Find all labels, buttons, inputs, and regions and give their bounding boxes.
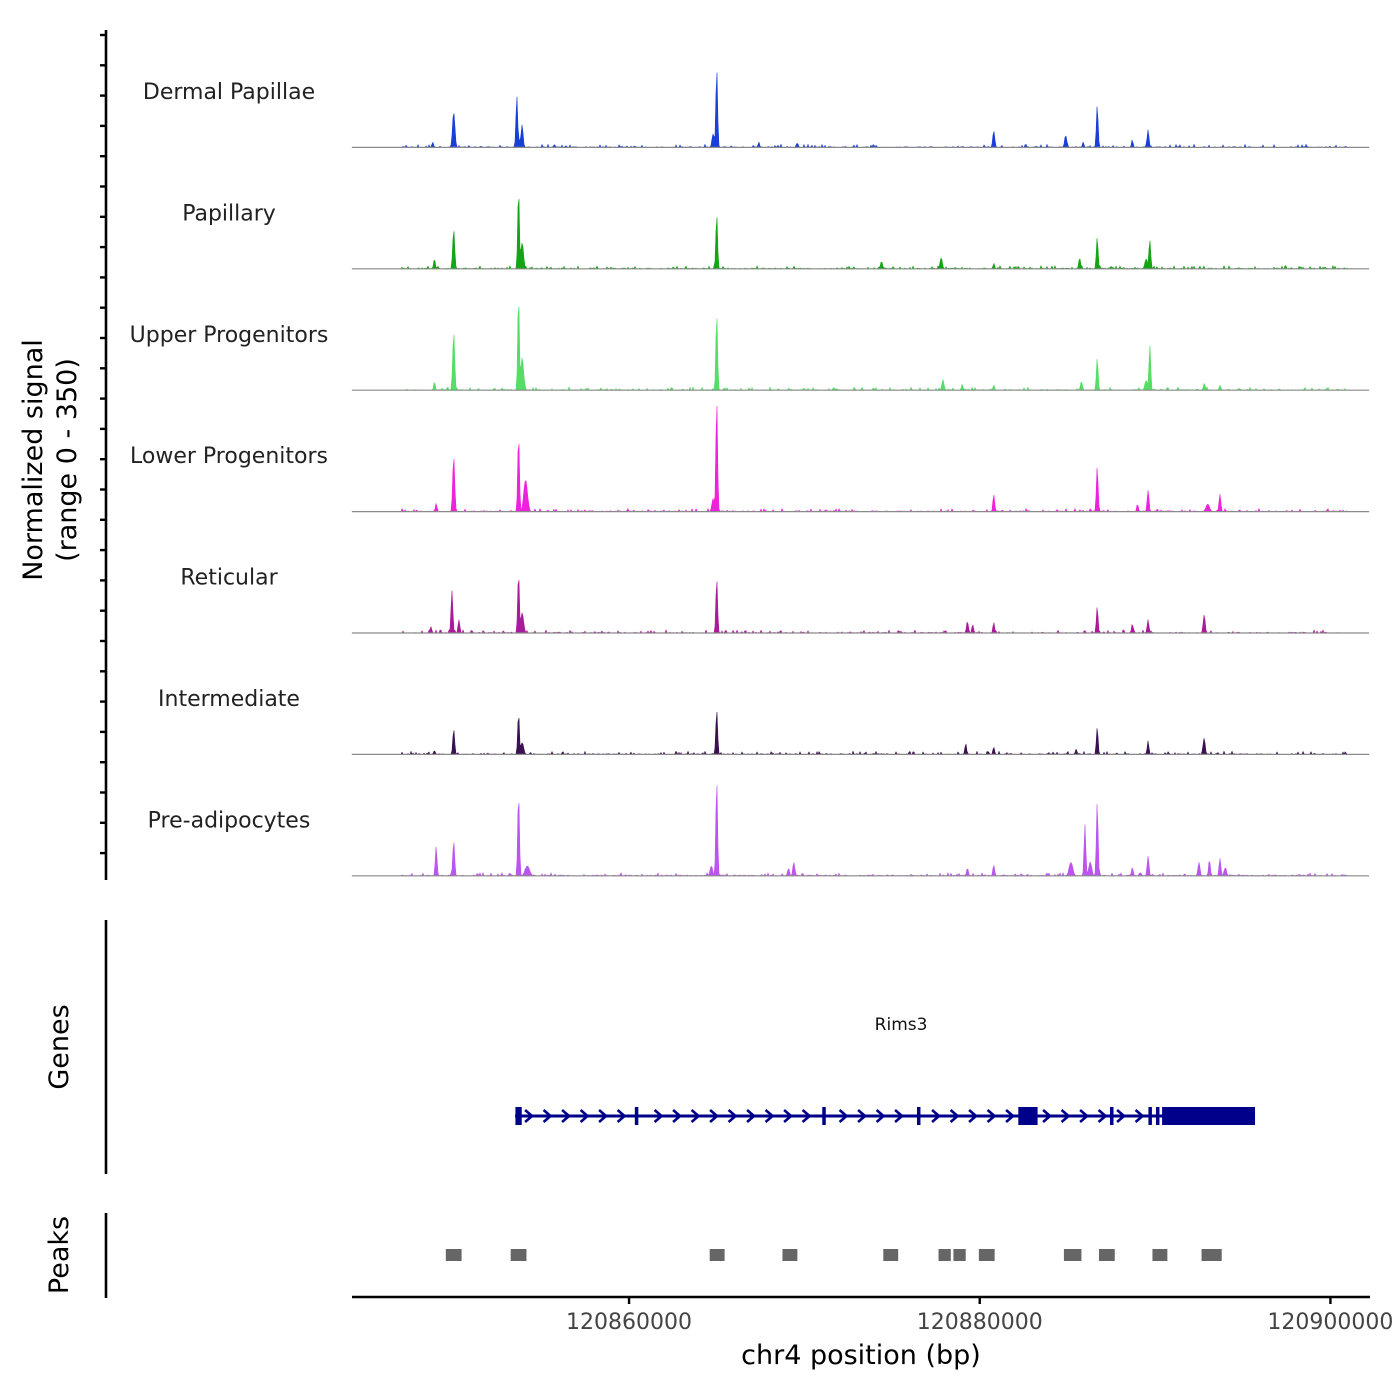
peaks-panel: Peaks (44, 1213, 1222, 1298)
peak-region (938, 1249, 951, 1261)
exon (1018, 1107, 1038, 1125)
x-axis-ticks: 120860000 120880000 120900000 (566, 1297, 1393, 1335)
exon (1155, 1107, 1160, 1125)
strand-arrow (727, 1109, 738, 1123)
x-axis-title: chr4 position (bp) (741, 1340, 981, 1371)
strand-arrow (653, 1109, 664, 1123)
y-axis-title-line: (range 0 - 350) (52, 358, 83, 562)
peak-region (978, 1249, 995, 1261)
track-lower-progenitors: Lower Progenitors (130, 405, 1370, 513)
track-label: Reticular (180, 566, 278, 591)
strand-arrow (1079, 1109, 1090, 1123)
peak-region (953, 1249, 966, 1261)
strand-arrow (542, 1109, 553, 1123)
track-upper-progenitors: Upper Progenitors (130, 306, 1370, 391)
strand-arrow (783, 1109, 794, 1123)
strand-arrow (949, 1109, 960, 1123)
gene-models: Rims3 (515, 1015, 1256, 1125)
coverage-tracks: Dermal Papillae Papillary Upper Progenitor… (130, 72, 1370, 877)
peak-region (1152, 1249, 1168, 1261)
genes-panel: Genes Rims3 (44, 920, 1256, 1174)
coverage-y-axis-title: Normalized signal (range 0 - 350) (18, 339, 83, 581)
track-label: Pre-adipocytes (148, 808, 311, 833)
strand-arrow (1005, 1109, 1016, 1123)
strand-arrow (838, 1109, 849, 1123)
exon (1148, 1107, 1152, 1125)
exon (634, 1107, 639, 1125)
track-papillary: Papillary (182, 198, 1370, 270)
strand-arrow (764, 1109, 775, 1123)
strand-arrow (1060, 1109, 1071, 1123)
strand-arrow (709, 1109, 720, 1123)
x-tick-label: 120860000 (566, 1310, 692, 1335)
track-intermediate: Intermediate (158, 687, 1370, 756)
x-tick-label: 120900000 (1267, 1310, 1393, 1335)
strand-arrow (524, 1109, 535, 1123)
strand-arrow (968, 1109, 979, 1123)
gene-model-rims3: Rims3 (515, 1015, 1256, 1125)
strand-arrow (1042, 1109, 1053, 1123)
strand-arrow (986, 1109, 997, 1123)
peak-region (1098, 1249, 1115, 1261)
track-pre-adipocytes: Pre-adipocytes (148, 785, 1370, 877)
peak-regions (445, 1249, 1222, 1261)
x-axis: 120860000 120880000 120900000 chr4 positio… (352, 1295, 1393, 1371)
strand-arrow (579, 1109, 590, 1123)
strand-arrow (894, 1109, 905, 1123)
strand-arrow (875, 1109, 886, 1123)
coverage-y-axis (100, 30, 108, 880)
peak-region (782, 1249, 798, 1261)
exon (1110, 1107, 1114, 1125)
track-label: Intermediate (158, 687, 300, 712)
track-label: Dermal Papillae (143, 80, 315, 105)
strand-arrow (1097, 1109, 1108, 1123)
strand-arrow (672, 1109, 683, 1123)
strand-arrow (857, 1109, 868, 1123)
track-reticular: Reticular (180, 566, 1370, 634)
strand-arrow (690, 1109, 701, 1123)
peak-region (1201, 1249, 1222, 1261)
exon (515, 1107, 522, 1125)
peak-region (1063, 1249, 1082, 1261)
x-tick-label: 120880000 (917, 1310, 1043, 1335)
track-label: Lower Progenitors (130, 444, 328, 469)
strand-arrow (616, 1109, 627, 1123)
peak-region (510, 1249, 527, 1261)
strand-arrow (1134, 1109, 1145, 1123)
genes-axis-title: Genes (44, 1004, 75, 1089)
strand-arrow (746, 1109, 757, 1123)
exon (916, 1107, 921, 1125)
peak-region (445, 1249, 462, 1261)
gene-name-label: Rims3 (875, 1015, 928, 1035)
track-dermal-papillae: Dermal Papillae (143, 72, 1370, 148)
coverage-y-ticks (100, 33, 106, 855)
y-axis-title-line: Normalized signal (18, 339, 49, 581)
exon (822, 1107, 826, 1125)
strand-arrow (561, 1109, 572, 1123)
exon (1162, 1107, 1256, 1125)
track-label: Papillary (182, 201, 276, 226)
strand-arrow (931, 1109, 942, 1123)
peak-region (709, 1249, 725, 1261)
peak-region (883, 1249, 899, 1261)
track-label: Upper Progenitors (130, 323, 329, 348)
strand-arrow (598, 1109, 609, 1123)
strand-arrow (1116, 1109, 1127, 1123)
peaks-axis-title: Peaks (44, 1216, 75, 1294)
strand-arrow (801, 1109, 812, 1123)
